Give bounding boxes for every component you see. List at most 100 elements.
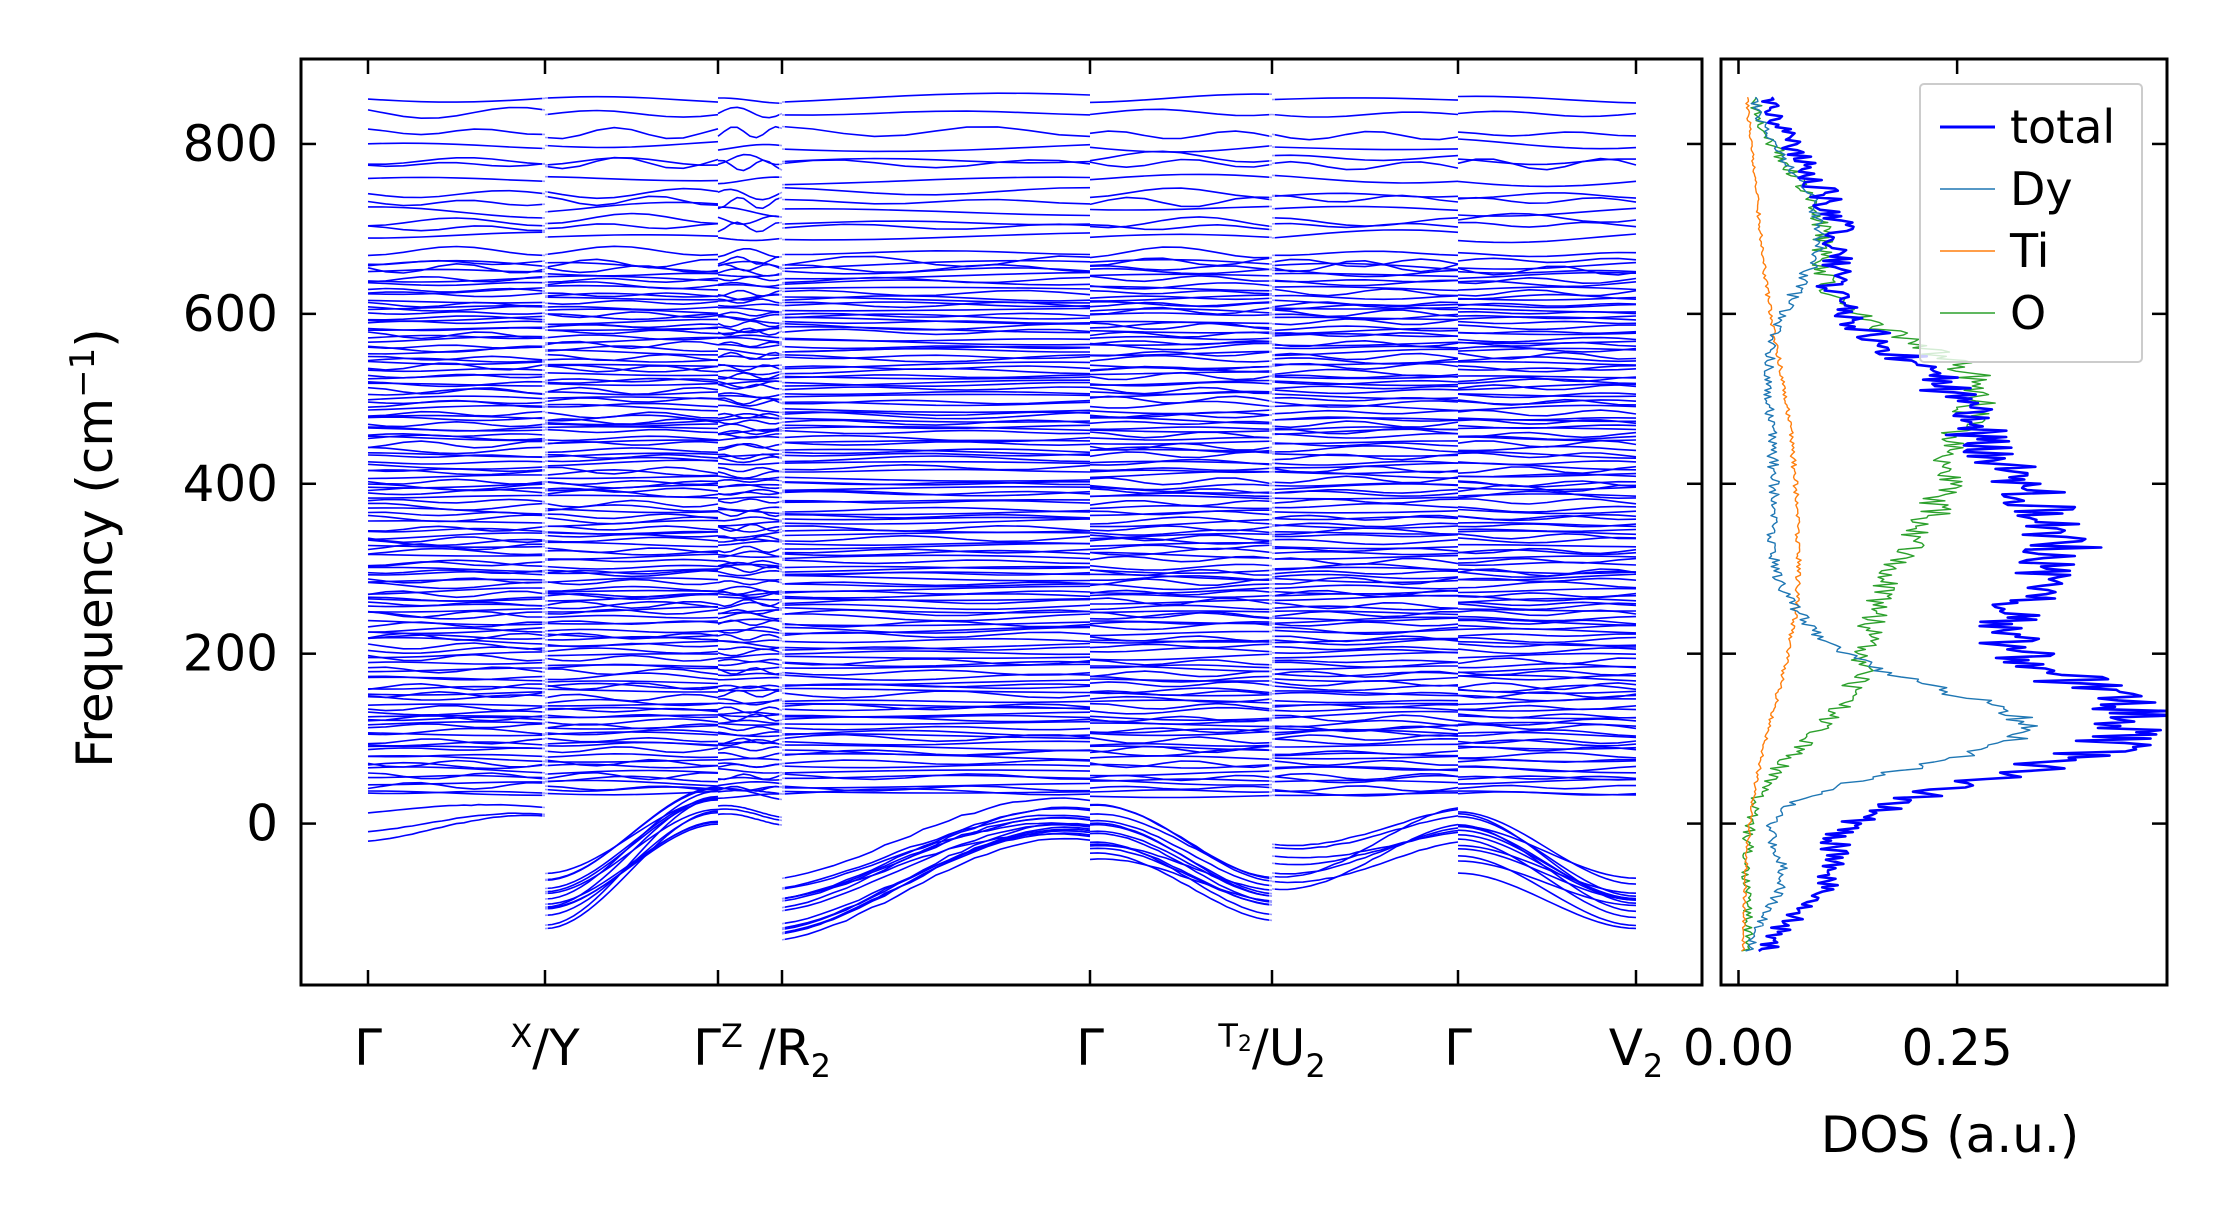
phonon-band: [717, 143, 783, 151]
phonon-band: [544, 475, 719, 480]
phonon-band: [1457, 684, 1637, 693]
phonon-band: [367, 627, 546, 633]
phonon-band: [1271, 313, 1459, 321]
phonon-band: [544, 187, 719, 200]
phonon-band: [781, 592, 1091, 599]
phonon-band: [367, 357, 546, 363]
low-branch: [1457, 829, 1637, 900]
phonon-band: [367, 661, 546, 665]
hs-label-slash-y: /Y: [532, 1019, 580, 1077]
phonon-band: [1457, 490, 1637, 500]
phonon-band: [367, 498, 546, 504]
phonon-band: [781, 571, 1091, 576]
dos-curve-o: [1741, 96, 1996, 952]
phonon-band: [1089, 264, 1273, 271]
phonon-band: [717, 773, 783, 781]
phonon-band: [367, 611, 546, 620]
phonon-band: [544, 589, 719, 593]
phonon-band: [1457, 302, 1637, 307]
phonon-band: [367, 386, 546, 395]
phonon-band: [781, 621, 1091, 627]
phonon-band: [717, 188, 783, 201]
phonon-band: [1458, 192, 1637, 199]
phonon-band: [1090, 599, 1273, 605]
phonon-band: [717, 658, 783, 663]
phonon-band: [367, 199, 546, 207]
phonon-band: [1457, 587, 1637, 594]
phonon-band: [717, 281, 783, 288]
phonon-band: [717, 711, 783, 716]
phonon-band: [1271, 285, 1459, 292]
phonon-band: [367, 460, 546, 465]
phonon-band: [781, 597, 1091, 602]
hs-label-x: X: [510, 1017, 532, 1055]
phonon-band: [1089, 108, 1273, 117]
phonon-band: [717, 516, 783, 522]
phonon-band: [781, 452, 1091, 457]
phonon-band: [544, 452, 719, 458]
phonon-band: [781, 289, 1091, 297]
phonon-band: [1089, 483, 1273, 491]
phonon-band: [544, 299, 719, 306]
phonon-band: [1271, 772, 1459, 781]
phonon-band: [717, 412, 782, 420]
phonon-band: [1089, 681, 1273, 688]
phonon-band: [1457, 790, 1637, 796]
hs-label-gamma-3: Γ: [1076, 1019, 1104, 1077]
phonon-band: [1271, 379, 1459, 386]
hs-label-t2-u2: T2/U2: [1217, 1017, 1325, 1085]
phonon-band: [367, 621, 545, 628]
phonon-band: [1089, 150, 1273, 163]
phonon-band: [1271, 524, 1459, 530]
phonon-band: [544, 718, 719, 726]
phonon-band: [1089, 647, 1273, 653]
phonon-band: [781, 186, 1091, 196]
hs-label-v: V: [1609, 1019, 1643, 1077]
phonon-band: [367, 416, 546, 422]
phonon-band: [781, 286, 1091, 290]
low-branch: [1089, 819, 1273, 887]
phonon-band: [1090, 664, 1273, 669]
phonon-band: [1089, 620, 1273, 625]
phonon-band: [367, 704, 546, 712]
phonon-band: [367, 161, 546, 168]
phonon-band: [1457, 775, 1637, 780]
low-branch: [1271, 829, 1459, 866]
phonon-band: [367, 626, 546, 635]
phonon-band: [367, 772, 546, 780]
phonon-band: [717, 466, 783, 473]
phonon-band: [1090, 294, 1273, 302]
phonon-band: [1089, 431, 1273, 439]
phonon-band: [367, 478, 546, 485]
phonon-band: [367, 774, 546, 779]
phonon-band: [367, 759, 546, 768]
phonon-band: [544, 363, 719, 368]
phonon-band: [367, 426, 546, 432]
low-branch: [781, 828, 1091, 934]
phonon-band: [1271, 573, 1459, 580]
low-branch: [544, 797, 719, 926]
phonon-band: [544, 663, 719, 670]
phonon-band: [717, 306, 783, 313]
phonon-band: [1271, 659, 1459, 664]
low-branch: [1271, 808, 1459, 847]
phonon-band: [781, 631, 1091, 639]
phonon-band: [781, 399, 1091, 405]
phonon-band: [781, 276, 1091, 284]
segment-break: [542, 61, 548, 983]
phonon-band: [717, 355, 783, 360]
phonon-band: [1457, 662, 1637, 669]
phonon-band: [781, 301, 1091, 309]
low-branch: [1457, 848, 1637, 901]
phonon-band: [717, 196, 783, 210]
phonon-band: [367, 315, 546, 321]
phonon-band: [781, 548, 1091, 554]
phonon-band: [544, 585, 719, 592]
phonon-band: [781, 603, 1091, 611]
phonon-band: [1271, 299, 1459, 307]
phonon-band: [544, 377, 719, 384]
phonon-band: [367, 619, 546, 626]
phonon-band: [544, 284, 719, 291]
phonon-band: [1457, 573, 1637, 581]
dos-x-axis: 0.00 0.25: [1683, 59, 2013, 1077]
